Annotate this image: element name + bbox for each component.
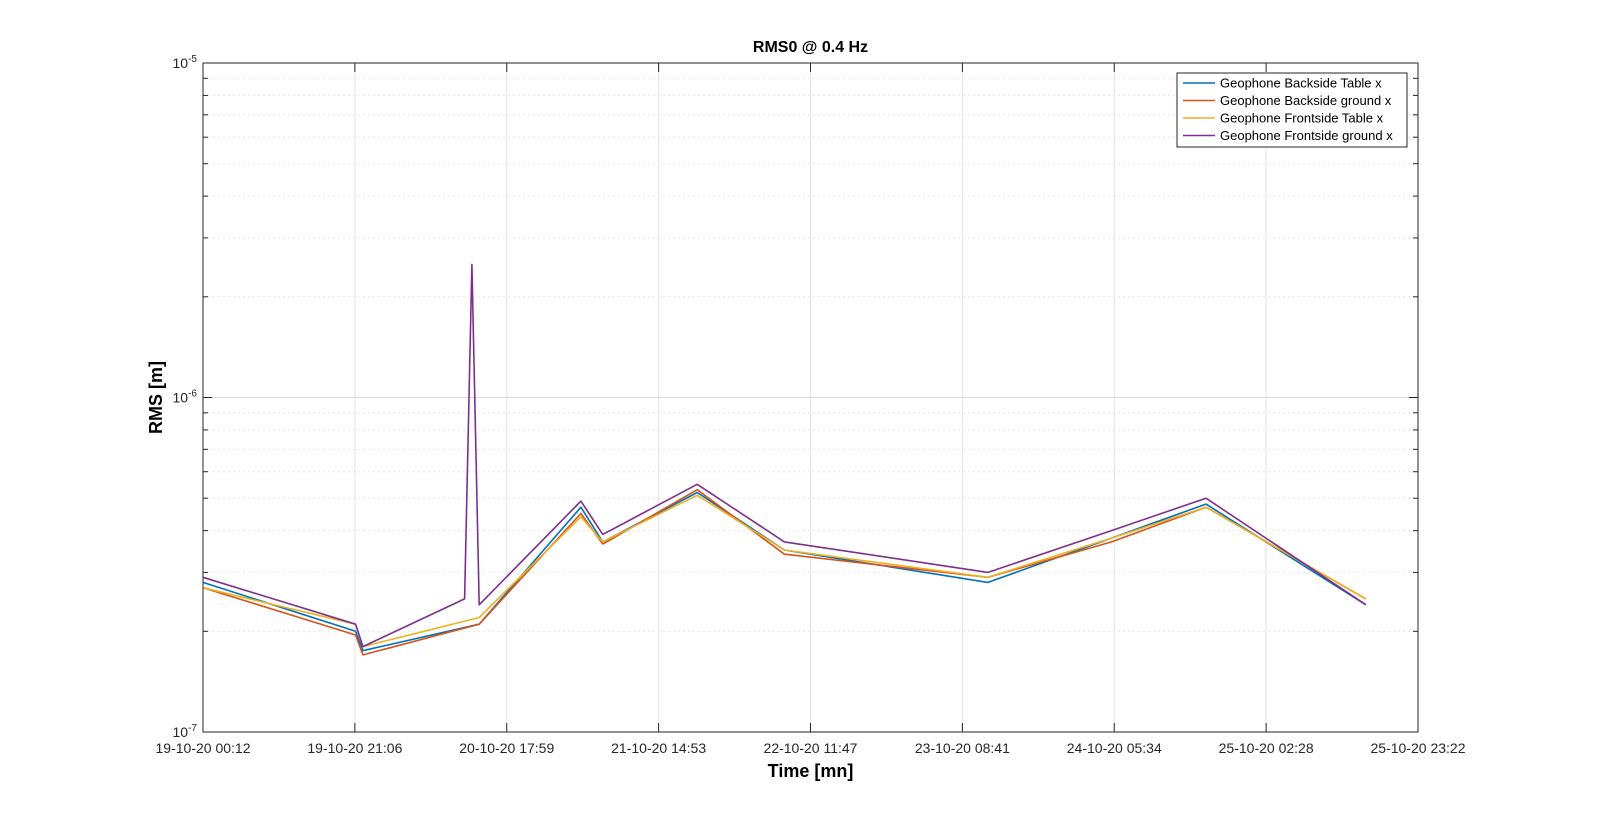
- legend-label: Geophone Backside Table x: [1220, 76, 1382, 91]
- legend-label: Geophone Backside ground x: [1220, 93, 1392, 108]
- x-tick-label: 22-10-20 11:47: [764, 740, 858, 756]
- x-tick-label: 25-10-20 02:28: [1219, 740, 1314, 756]
- x-tick-label: 21-10-20 14:53: [611, 740, 706, 756]
- series-line-4: [202, 263, 1367, 648]
- x-tick-label: 19-10-20 21:06: [307, 740, 402, 756]
- x-tick-label: 19-10-20 00:12: [156, 740, 251, 756]
- y-tick-labels: 10-7 10-6 10-5: [173, 54, 198, 740]
- x-axis-title: Time [mn]: [768, 761, 854, 781]
- x-tick-label: 25-10-20 23:22: [1371, 740, 1466, 756]
- legend-label: Geophone Frontside ground x: [1220, 128, 1393, 143]
- legend-box: [1176, 72, 1408, 148]
- chart-title: RMS0 @ 0.4 Hz: [753, 39, 868, 56]
- x-tick-label: 20-10-20 17:59: [459, 740, 554, 756]
- series-line-2: [202, 488, 1367, 656]
- legend: Geophone Backside Table x Geophone Backsi…: [1176, 72, 1408, 148]
- x-tick-label: 24-10-20 05:34: [1067, 740, 1162, 756]
- series-lines: [202, 263, 1367, 656]
- x-tick-label: 23-10-20 08:41: [915, 740, 1010, 756]
- y-tick-label: 10-5: [173, 54, 198, 71]
- x-tick-labels: 19-10-20 00:12 19-10-20 21:06 20-10-20 17:…: [156, 740, 1466, 756]
- y-tick-label: 10-6: [173, 389, 198, 406]
- legend-label: Geophone Frontside Table x: [1220, 111, 1384, 126]
- tick-marks: [202, 63, 1419, 733]
- y-tick-label: 10-7: [173, 723, 198, 740]
- y-axis-title: RMS [m]: [146, 361, 166, 434]
